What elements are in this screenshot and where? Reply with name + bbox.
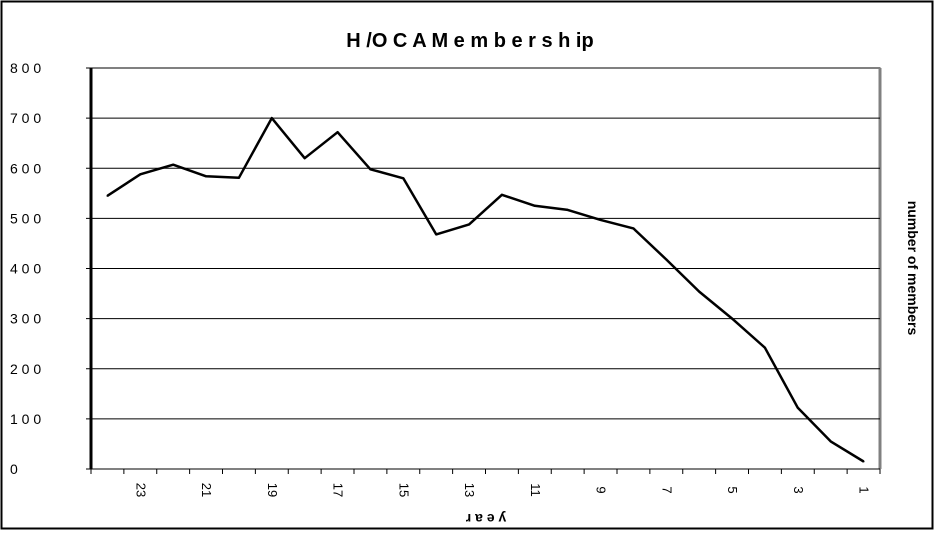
data-point bbox=[763, 346, 766, 349]
y-tick-label: 4 0 0 bbox=[10, 261, 41, 277]
plot-area bbox=[106, 116, 865, 463]
y-tick-label: 1 0 0 bbox=[10, 411, 41, 427]
y-tick-label: 2 0 0 bbox=[10, 361, 41, 377]
x-tick-label: 15 bbox=[396, 483, 411, 497]
y-tick-label: 5 0 0 bbox=[10, 210, 41, 226]
data-point bbox=[829, 440, 832, 443]
data-point bbox=[500, 193, 503, 196]
chart-title: H /O C A M e m b e r s h ip bbox=[346, 30, 593, 52]
data-point bbox=[205, 175, 208, 178]
data-point bbox=[303, 157, 306, 160]
x-tick-label: 3 bbox=[791, 486, 806, 493]
x-tick-label: 7 bbox=[659, 486, 674, 493]
data-point bbox=[566, 208, 569, 211]
data-point bbox=[336, 131, 339, 134]
data-point bbox=[139, 173, 142, 176]
data-point bbox=[599, 218, 602, 221]
y-axis: 0 1 0 0 2 0 0 3 0 0 4 0 0 5 0 0 6 0 0 7 0 0 8 0 … bbox=[10, 60, 93, 477]
x-tick-label: 19 bbox=[265, 483, 280, 497]
x-tick-label: 9 bbox=[594, 486, 609, 493]
x-axis: 23 21 19 17 15 13 11 9 7 5 3 1 bbox=[90, 468, 881, 497]
y-axis-label: number of members bbox=[905, 201, 921, 336]
series-line bbox=[106, 116, 865, 463]
data-point bbox=[796, 406, 799, 409]
x-tick-label: 5 bbox=[725, 486, 740, 493]
data-point bbox=[270, 117, 273, 120]
y-tick-label: 8 0 0 bbox=[10, 60, 41, 76]
y-tick-label: 6 0 0 bbox=[10, 160, 41, 176]
y-tick-label: 0 bbox=[10, 461, 18, 477]
data-point bbox=[533, 204, 536, 207]
data-point bbox=[435, 233, 438, 236]
x-tick-label: 1 bbox=[857, 486, 872, 493]
data-point bbox=[862, 460, 865, 463]
data-point bbox=[698, 290, 701, 293]
data-point bbox=[237, 176, 240, 179]
x-tick-label: 23 bbox=[133, 483, 148, 497]
x-axis-label: y e a r bbox=[465, 511, 506, 527]
x-tick-label: 21 bbox=[199, 483, 214, 497]
data-point bbox=[731, 317, 734, 320]
y-tick-label: 3 0 0 bbox=[10, 311, 41, 327]
data-point bbox=[106, 194, 109, 197]
data-point bbox=[402, 177, 405, 180]
x-tick-label: 17 bbox=[331, 483, 346, 497]
data-point bbox=[632, 227, 635, 230]
data-point bbox=[172, 163, 175, 166]
y-tick-label: 7 0 0 bbox=[10, 110, 41, 126]
data-point bbox=[468, 223, 471, 226]
data-point bbox=[665, 258, 668, 261]
x-tick-label: 11 bbox=[528, 483, 543, 497]
data-point bbox=[369, 168, 372, 171]
x-tick-label: 13 bbox=[462, 483, 477, 497]
